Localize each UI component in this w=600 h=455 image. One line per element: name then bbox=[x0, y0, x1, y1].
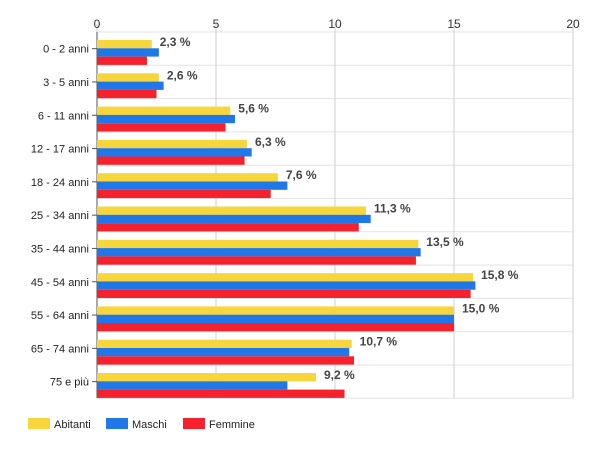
bar-maschi bbox=[97, 48, 159, 57]
category-label: 45 - 54 anni bbox=[31, 277, 89, 289]
category-label: 35 - 44 anni bbox=[31, 243, 89, 255]
bar-maschi bbox=[97, 281, 476, 290]
category-label: 0 - 2 anni bbox=[43, 44, 89, 56]
data-label: 13,5 % bbox=[426, 235, 464, 249]
legend-label: Abitanti bbox=[54, 419, 91, 431]
legend: Abitanti Maschi Femmine bbox=[28, 418, 255, 431]
x-tick-label: 0 bbox=[94, 17, 101, 31]
data-label: 9,2 % bbox=[324, 368, 355, 382]
data-label: 2,3 % bbox=[160, 35, 191, 49]
data-label: 15,0 % bbox=[462, 301, 500, 315]
bar-maschi bbox=[97, 381, 288, 390]
bar-abitanti bbox=[97, 239, 419, 249]
legend-label: Maschi bbox=[132, 419, 167, 431]
bar-femmine bbox=[97, 156, 245, 165]
labels-layer: 0 5 10 15 20 0 - 2 anni 2,3 % 3 - 5 anni 2,6 % 6 … bbox=[31, 17, 580, 389]
bar-maschi bbox=[97, 181, 288, 190]
bar-femmine bbox=[97, 289, 471, 298]
bar-abitanti bbox=[97, 273, 474, 282]
data-label: 2,6 % bbox=[167, 68, 198, 82]
bar-abitanti bbox=[97, 206, 366, 215]
bar-maschi bbox=[97, 314, 454, 323]
category-label: 18 - 24 anni bbox=[31, 177, 89, 189]
bar-maschi bbox=[97, 348, 350, 357]
bar-femmine bbox=[97, 389, 345, 398]
legend-label: Femmine bbox=[209, 419, 255, 431]
bar-abitanti bbox=[97, 373, 316, 382]
bar-abitanti bbox=[97, 339, 352, 348]
bar-femmine bbox=[97, 223, 359, 232]
legend-swatch-abitanti bbox=[28, 418, 50, 429]
bar-abitanti bbox=[97, 173, 278, 182]
category-label: 55 - 64 anni bbox=[31, 310, 89, 322]
x-tick-label: 20 bbox=[566, 17, 580, 31]
bar-abitanti bbox=[97, 106, 231, 115]
bar-maschi bbox=[97, 148, 252, 157]
category-label: 3 - 5 anni bbox=[43, 77, 89, 89]
bar-femmine bbox=[97, 56, 147, 65]
bar-abitanti bbox=[97, 73, 159, 82]
bar-femmine bbox=[97, 356, 355, 365]
legend-swatch-femmine bbox=[183, 418, 205, 429]
data-label: 6,3 % bbox=[255, 135, 286, 149]
data-label: 7,6 % bbox=[286, 168, 317, 182]
bar-maschi bbox=[97, 114, 236, 124]
category-label: 75 e più bbox=[50, 377, 89, 389]
data-label: 10,7 % bbox=[360, 335, 398, 349]
legend-swatch-maschi bbox=[106, 418, 128, 429]
category-label: 65 - 74 anni bbox=[31, 343, 89, 355]
category-label: 25 - 34 anni bbox=[31, 210, 89, 222]
bar-femmine bbox=[97, 256, 416, 265]
data-label: 15,8 % bbox=[481, 268, 519, 282]
bar-abitanti bbox=[97, 306, 454, 315]
bar-femmine bbox=[97, 123, 226, 132]
category-label: 12 - 17 anni bbox=[31, 144, 89, 156]
bar-abitanti bbox=[97, 139, 247, 149]
x-tick-label: 10 bbox=[328, 17, 342, 31]
bar-maschi bbox=[97, 248, 421, 257]
category-label: 6 - 11 anni bbox=[38, 110, 89, 122]
bar-abitanti bbox=[97, 40, 152, 49]
x-tick-label: 15 bbox=[447, 17, 461, 31]
x-tick-label: 5 bbox=[213, 17, 220, 31]
bar-maschi bbox=[97, 81, 164, 90]
data-label: 11,3 % bbox=[374, 202, 411, 216]
bar-femmine bbox=[97, 323, 454, 332]
data-label: 5,6 % bbox=[238, 102, 269, 116]
bar-maschi bbox=[97, 214, 371, 224]
bar-femmine bbox=[97, 189, 271, 199]
bar-femmine bbox=[97, 89, 157, 99]
bars-layer bbox=[97, 40, 476, 398]
